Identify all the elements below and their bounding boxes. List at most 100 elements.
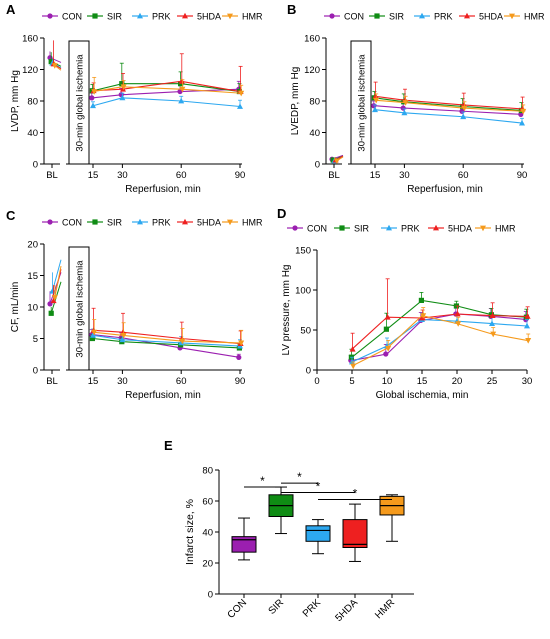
x-tick-label: 10 <box>382 376 393 387</box>
legend-label-con: CON <box>62 218 82 228</box>
series-prk <box>49 59 243 109</box>
series-sir <box>348 291 529 360</box>
box <box>231 536 257 553</box>
x-tick-label: 90 <box>517 170 528 181</box>
data-point <box>238 90 245 97</box>
y-tick-label: 40 <box>309 128 320 139</box>
panel-label: E <box>164 438 173 453</box>
data-point <box>385 346 392 352</box>
legend-label-hmr: HMR <box>524 12 545 22</box>
legend-label-prk: PRK <box>152 12 171 22</box>
legend: CON SIR PRK 5HDA HMR <box>42 218 263 228</box>
ischemia-label: 30-min global ischemia <box>357 54 368 152</box>
x-tick-label: CON <box>226 597 250 621</box>
legend-label-con: CON <box>62 12 82 22</box>
x-tick-label: 20 <box>452 376 463 387</box>
data-point <box>237 103 243 109</box>
series-line <box>92 331 241 344</box>
legend-marker-5hda <box>182 12 188 19</box>
legend-label-sir: SIR <box>107 12 123 22</box>
x-axis-label: Global ischemia, min <box>376 390 469 401</box>
panel-d: D CON SIR PRK 5HDA HMR 0 50 100 150 0 5 10 15 20 25 30 Gl… <box>277 206 532 401</box>
y-tick-label: 100 <box>295 286 311 297</box>
legend-label-con: CON <box>344 12 364 22</box>
legend-marker-hmr <box>227 13 233 20</box>
panel-c: C CON SIR PRK 5HDA HMR 0 5 10 15 20 BL 15 30 60 90 Reper… <box>6 208 263 401</box>
legend-label-prk: PRK <box>434 12 453 22</box>
series-line <box>92 329 241 345</box>
y-axis-label: LV pressure, mm Hg <box>281 265 292 356</box>
y-tick-label: 150 <box>295 246 311 257</box>
data-point <box>120 84 127 91</box>
series-line <box>351 313 528 350</box>
y-tick-label: 20 <box>202 559 213 570</box>
y-tick-label: 50 <box>300 326 311 337</box>
data-point <box>236 354 242 360</box>
data-point-baseline <box>50 297 57 304</box>
data-point <box>89 95 95 101</box>
data-point <box>454 310 461 317</box>
series-hmr <box>350 307 532 370</box>
legend-label-hmr: HMR <box>242 12 263 22</box>
x-tick-label: 25 <box>487 376 498 387</box>
legend-marker-hmr <box>509 13 515 20</box>
y-tick-label: 10 <box>27 303 38 314</box>
y-tick-label: 0 <box>33 160 38 171</box>
baseline-line <box>54 265 62 298</box>
data-point <box>372 93 379 99</box>
x-tick-label: 60 <box>176 170 187 181</box>
data-point <box>524 313 531 319</box>
y-tick-label: 5 <box>33 334 38 345</box>
box-con: CON <box>226 517 257 621</box>
series-hmr <box>51 265 245 347</box>
series-hmr <box>51 61 245 97</box>
panel-label: B <box>287 2 296 17</box>
legend-marker-hmr <box>480 225 486 232</box>
significance-star: * <box>260 474 265 488</box>
data-point <box>418 297 424 303</box>
legend-marker-con <box>329 13 335 19</box>
series-line <box>374 99 523 112</box>
panel-label: C <box>6 208 16 223</box>
legend-label-5hda: 5HDA <box>197 218 221 228</box>
legend-label-hmr: HMR <box>495 224 516 234</box>
series-line <box>351 299 528 358</box>
data-point <box>383 351 389 357</box>
x-tick-label: 60 <box>176 376 187 387</box>
data-point <box>384 314 391 320</box>
y-tick-label: 0 <box>33 366 38 377</box>
x-tick-label: 5 <box>349 376 354 387</box>
series-5hda <box>349 278 531 352</box>
legend-marker-sir <box>339 225 345 231</box>
data-point <box>349 346 356 352</box>
data-point <box>119 336 126 343</box>
x-tick-label: 0 <box>314 376 319 387</box>
x-axis-label: Reperfusion, min <box>125 184 201 195</box>
x-tick-label: 90 <box>235 170 246 181</box>
data-point <box>120 332 127 339</box>
series-line <box>374 97 523 111</box>
panel-a: A CON SIR PRK 5HDA HMR 0 40 80 120 160 BL 15 30 60 90 Re… <box>6 2 263 195</box>
legend-marker-prk <box>137 218 143 225</box>
series-line <box>92 88 241 99</box>
series-hmr <box>333 93 527 165</box>
y-tick-label: 15 <box>27 271 38 282</box>
legend-marker-con <box>47 13 53 19</box>
y-tick-label: 80 <box>309 97 320 108</box>
data-point-baseline <box>51 295 58 301</box>
series-line <box>351 319 528 363</box>
data-point <box>178 339 185 346</box>
data-point <box>489 312 496 318</box>
y-tick-label: 60 <box>202 497 213 508</box>
y-tick-label: 40 <box>202 528 213 539</box>
data-point <box>91 89 98 95</box>
data-point <box>372 106 378 113</box>
series-line <box>92 97 241 108</box>
data-point <box>402 100 409 106</box>
series-line <box>92 334 241 347</box>
data-point <box>179 86 186 93</box>
legend-marker-prk <box>386 224 392 231</box>
x-tick-label: 15 <box>417 376 428 387</box>
y-tick-label: 0 <box>315 160 320 171</box>
